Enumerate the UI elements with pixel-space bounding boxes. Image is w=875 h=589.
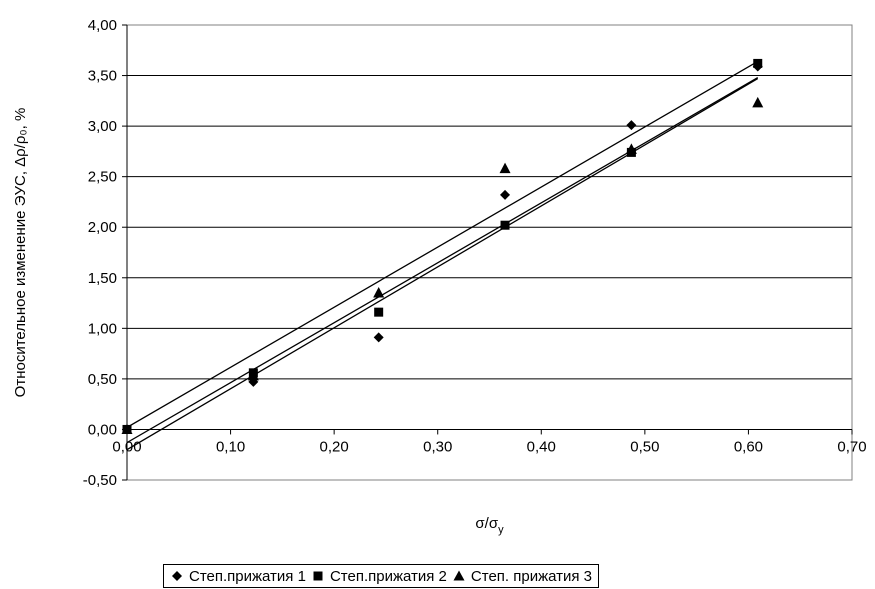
- triangle-marker: [373, 286, 385, 298]
- diamond-marker: [500, 189, 511, 200]
- y-tick-label: 2,00: [88, 219, 117, 236]
- triangle-marker: [625, 143, 637, 154]
- legend-item-series-2: Степ.прижатия 2: [311, 568, 447, 585]
- x-tick-label: 0,10: [216, 438, 245, 455]
- legend-item-series-3: Степ. прижатия 3: [452, 568, 592, 585]
- trendlines: [126, 60, 759, 451]
- triangle-marker-icon: [453, 570, 465, 581]
- x-axis-title: σ/σy: [475, 515, 504, 536]
- x-tick-label: 0,70: [837, 438, 866, 455]
- triangle-marker: [247, 369, 259, 381]
- x-tick-labels: 0,00 0,10 0,20 0,30 0,40 0,50 0,60 0,70: [112, 438, 866, 455]
- y-tick-label: 0,50: [88, 371, 117, 388]
- legend-item-series-1: Степ.прижатия 1: [170, 568, 306, 585]
- x-tick-label: 0,20: [320, 438, 349, 455]
- y-axis-title: Относительное изменение ЭУС, Δρ/ρ₀, %: [12, 108, 29, 398]
- x-tick-label: 0,60: [734, 438, 763, 455]
- y-tick-label: 3,50: [88, 68, 117, 85]
- trendline-series-2: [126, 60, 759, 428]
- plot-area: [126, 24, 853, 481]
- trendline-series-3: [126, 78, 759, 451]
- diamond-marker-icon: [172, 571, 182, 581]
- triangle-marker: [499, 162, 511, 174]
- y-tick-label: 4,00: [88, 17, 117, 34]
- data-markers: [121, 58, 764, 435]
- x-axis-title-main: σ/σ: [475, 515, 498, 532]
- axes: [122, 24, 853, 481]
- x-tick-label: 0,40: [527, 438, 556, 455]
- x-tick-label: 0,00: [112, 438, 141, 455]
- trendline-series-1: [126, 77, 759, 444]
- diamond-marker: [373, 332, 384, 343]
- y-tick-label: 2,50: [88, 169, 117, 186]
- y-tick-label: 0,00: [88, 421, 117, 438]
- y-tick-labels: -0,50 0,00 0,50 1,00 1,50 2,00 2,50 3,00 3,50 4,0…: [83, 17, 117, 489]
- y-tick-label: 1,00: [88, 320, 117, 337]
- x-tick-label: 0,30: [423, 438, 452, 455]
- square-marker-icon: [313, 571, 323, 581]
- legend-label-series-1: Степ.прижатия 1: [189, 567, 306, 585]
- legend-label-series-3: Степ. прижатия 3: [470, 567, 593, 585]
- gridlines: [127, 24, 852, 481]
- legend: Степ.прижатия 1 Степ.прижатия 2 Степ. пр…: [163, 564, 600, 588]
- y-tick-label: 3,00: [88, 118, 117, 135]
- x-axis-title-subscript: y: [498, 524, 504, 536]
- triangle-marker: [121, 423, 133, 434]
- square-marker: [500, 220, 510, 230]
- square-marker: [374, 307, 384, 317]
- diamond-marker: [626, 120, 637, 131]
- triangle-marker: [752, 96, 764, 108]
- y-tick-label: 1,50: [88, 270, 117, 287]
- x-tick-label: 0,50: [630, 438, 659, 455]
- square-marker: [753, 58, 763, 68]
- y-tick-label: -0,50: [83, 472, 117, 489]
- legend-label-series-2: Степ.прижатия 2: [329, 567, 447, 585]
